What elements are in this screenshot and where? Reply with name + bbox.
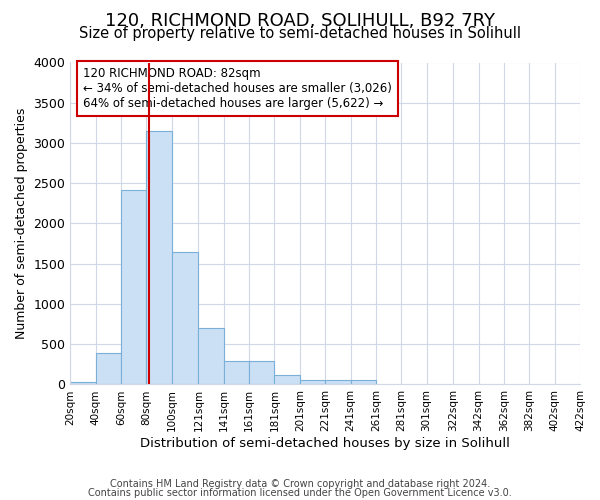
Text: Contains HM Land Registry data © Crown copyright and database right 2024.: Contains HM Land Registry data © Crown c… xyxy=(110,479,490,489)
Bar xyxy=(300,380,325,384)
Bar xyxy=(95,353,121,384)
Bar xyxy=(70,382,95,384)
Bar xyxy=(249,361,274,384)
Bar xyxy=(172,252,199,384)
Text: Contains public sector information licensed under the Open Government Licence v3: Contains public sector information licen… xyxy=(88,488,512,498)
Bar xyxy=(146,131,172,384)
Text: 120, RICHMOND ROAD, SOLIHULL, B92 7RY: 120, RICHMOND ROAD, SOLIHULL, B92 7RY xyxy=(105,12,495,30)
Bar xyxy=(325,380,350,384)
X-axis label: Distribution of semi-detached houses by size in Solihull: Distribution of semi-detached houses by … xyxy=(140,437,510,450)
Bar xyxy=(274,375,300,384)
Text: 120 RICHMOND ROAD: 82sqm
← 34% of semi-detached houses are smaller (3,026)
64% o: 120 RICHMOND ROAD: 82sqm ← 34% of semi-d… xyxy=(83,68,392,110)
Text: Size of property relative to semi-detached houses in Solihull: Size of property relative to semi-detach… xyxy=(79,26,521,41)
Bar xyxy=(224,361,249,384)
Bar xyxy=(121,190,146,384)
Y-axis label: Number of semi-detached properties: Number of semi-detached properties xyxy=(15,108,28,339)
Bar xyxy=(350,380,376,384)
Bar xyxy=(199,328,224,384)
